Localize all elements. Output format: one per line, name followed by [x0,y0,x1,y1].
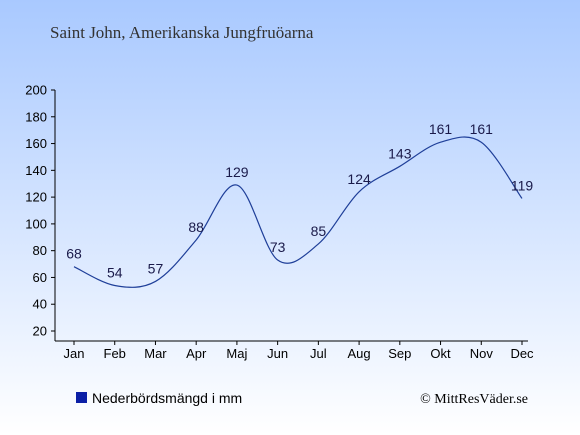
axes: 20 40 60 80 100 120 140 160 180 200 Jan Feb Mar Apr Ma… [25,83,534,362]
y-tick-label: 160 [25,136,47,151]
y-tick-label: 100 [25,216,47,231]
x-tick-label: Maj [226,346,247,361]
data-label: 143 [388,145,412,161]
x-tick-label: Nov [470,346,494,361]
y-tick-label: 120 [25,190,47,205]
credit-text: © MittResVäder.se [420,392,528,407]
data-label: 68 [66,246,82,262]
y-tick-label: 200 [25,83,47,98]
data-label: 119 [511,177,534,193]
legend-label: Nederbördsmängd i mm [92,390,242,406]
y-tick-label: 40 [33,297,47,312]
data-label: 161 [470,121,494,137]
data-labels: 68 54 57 88 129 73 85 124 143 161 161 119 [66,121,533,280]
x-tick-label: Jun [267,346,288,361]
data-label: 85 [311,223,327,239]
y-tick-label: 180 [25,109,47,124]
x-tick-label: Aug [348,346,371,361]
x-tick-label: Dec [510,346,534,361]
x-tick-label: Okt [430,346,451,361]
x-tick-label: Jul [310,346,327,361]
x-tick-label: Jan [64,346,85,361]
legend-marker [76,392,87,403]
chart-title: Saint John, Amerikanska Jungfruöarna [50,23,314,42]
x-tick-label: Feb [104,346,126,361]
series-line [73,136,523,288]
x-tick-label: Apr [186,346,207,361]
y-tick-label: 60 [33,270,47,285]
data-label: 88 [188,219,204,235]
data-label: 57 [148,260,164,276]
x-tick-label: Mar [144,346,167,361]
y-tick-label: 80 [33,243,47,258]
data-label: 124 [347,171,371,187]
y-tick-label: 140 [25,163,47,178]
y-tick-label: 20 [33,324,47,339]
data-label: 129 [225,164,249,180]
data-label: 73 [270,239,286,255]
series-line-group [73,136,523,288]
data-label: 54 [107,264,123,280]
data-label: 161 [429,121,453,137]
x-tick-label: Sep [388,346,411,361]
